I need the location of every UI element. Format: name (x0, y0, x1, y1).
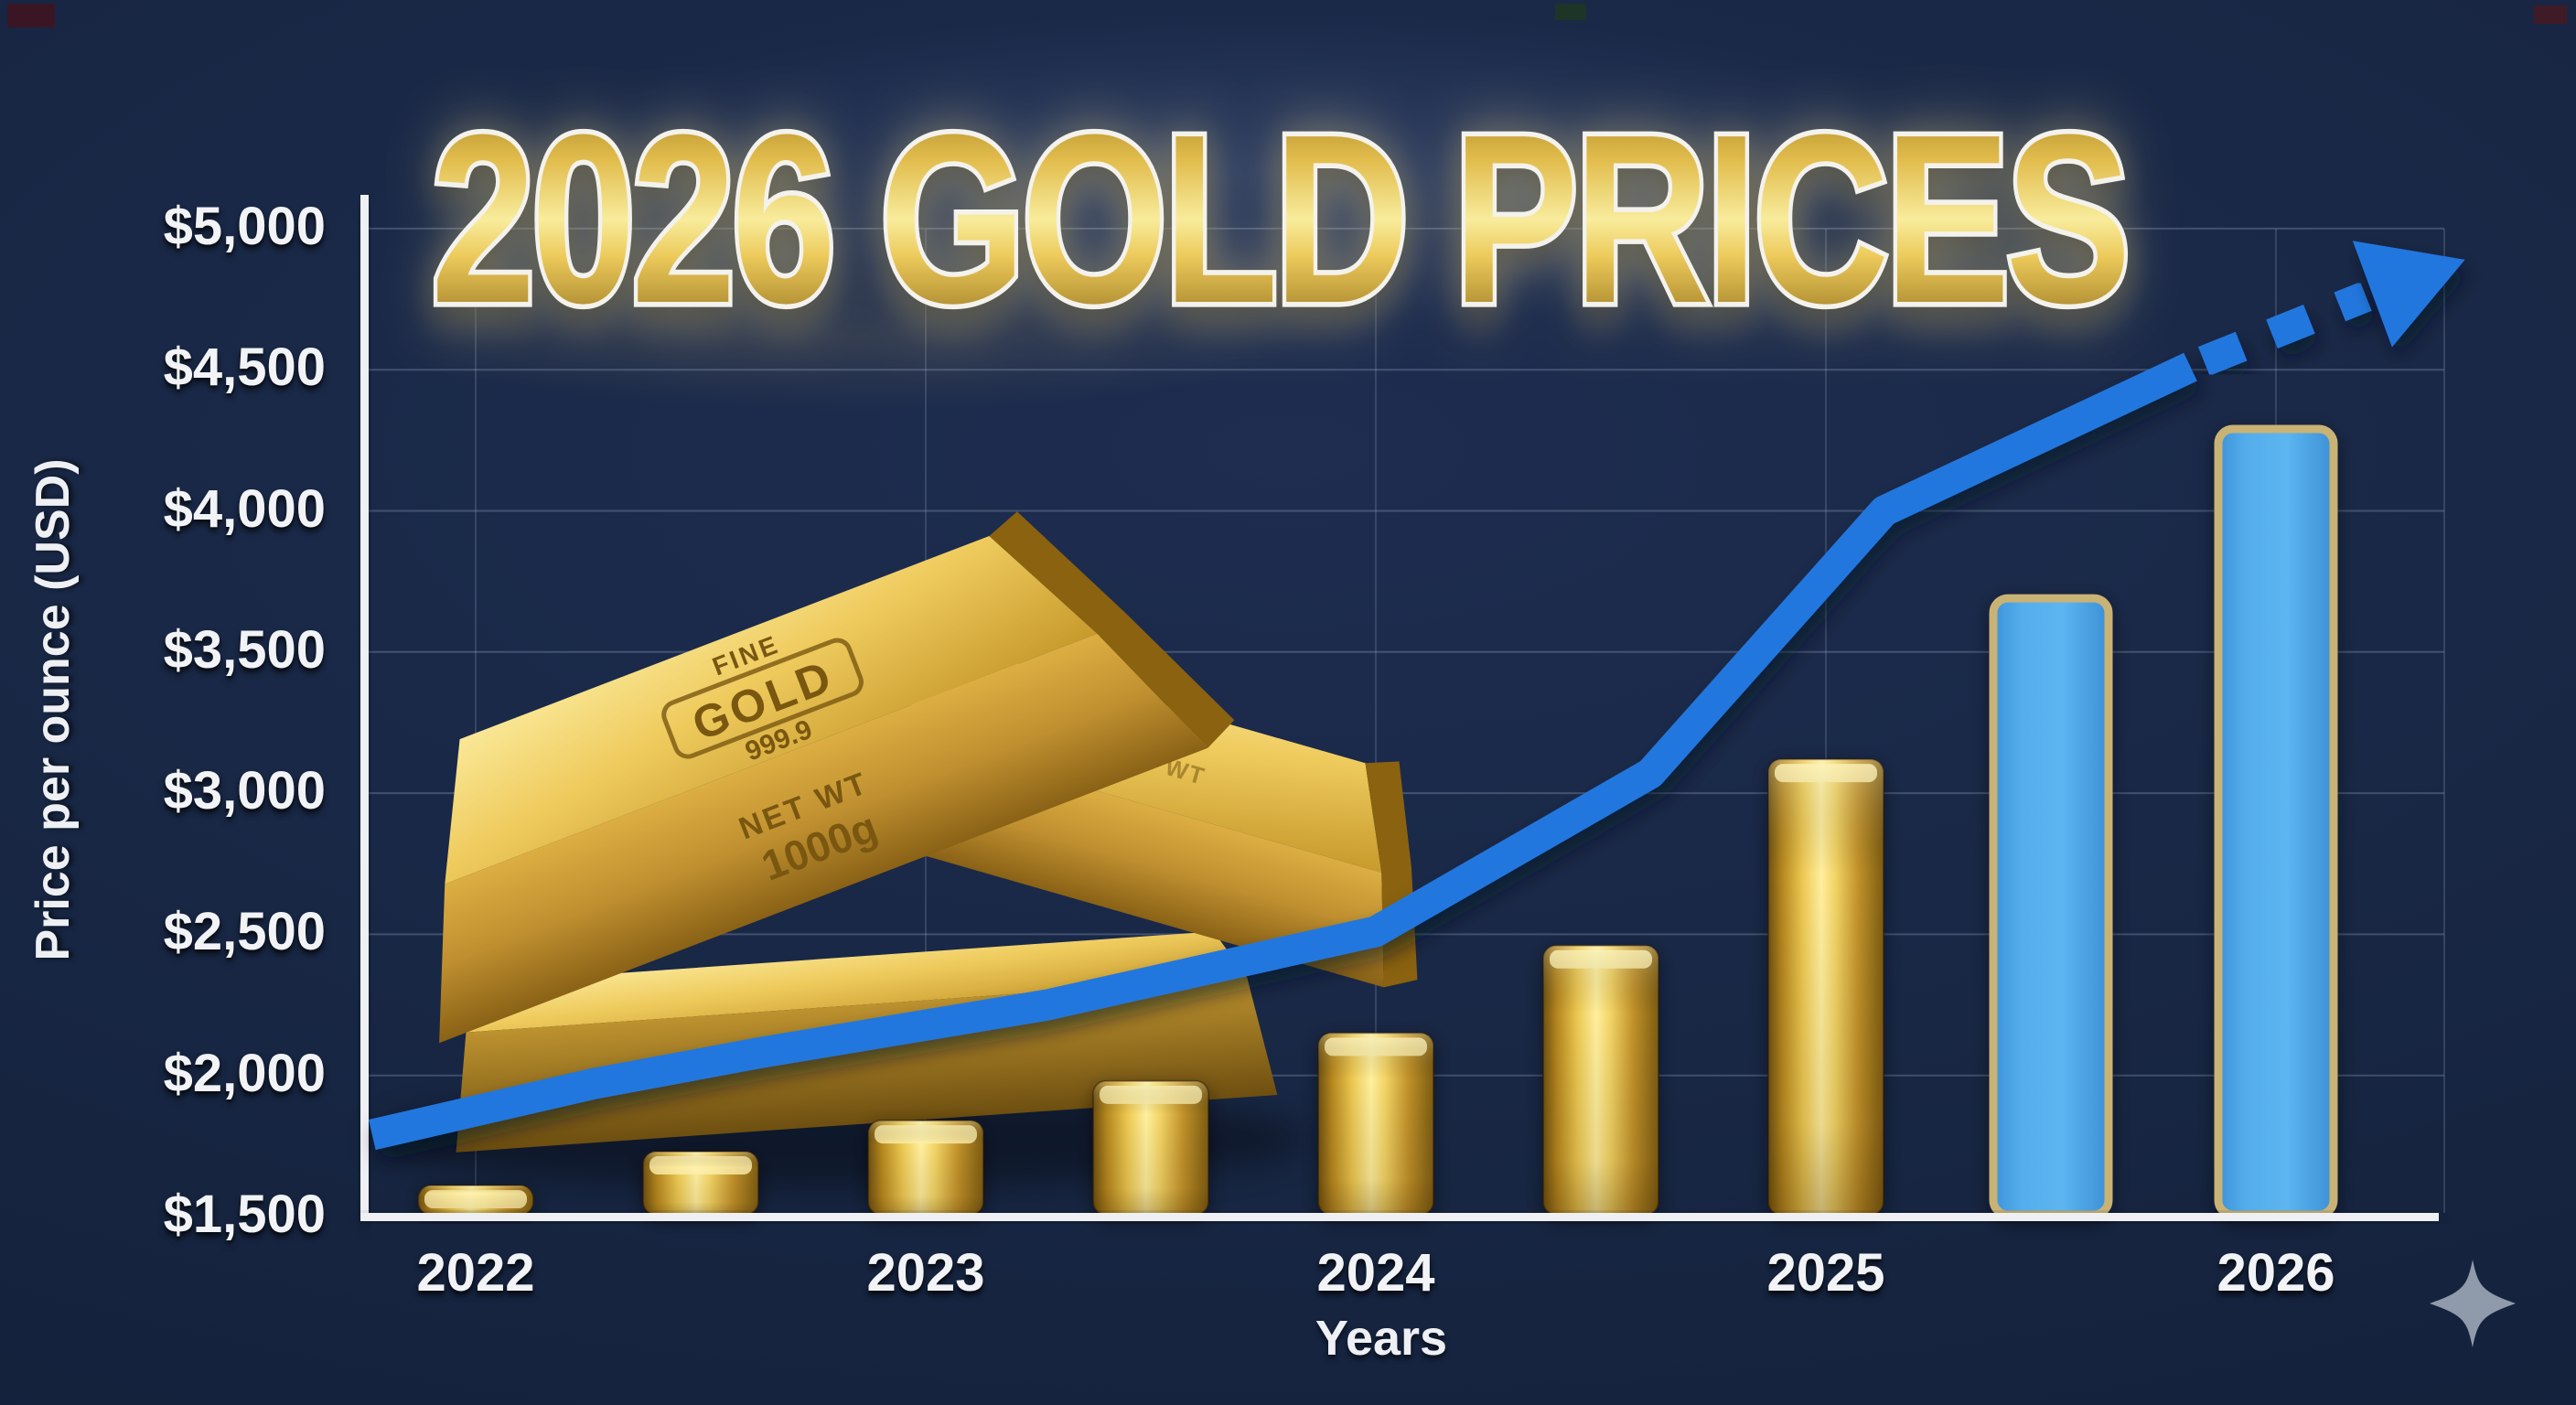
x-tick-label: 2024 (1316, 1243, 1435, 1303)
axes (360, 195, 2439, 1221)
corner-artifact (7, 4, 55, 27)
bar-2026 (2214, 424, 2338, 1219)
y-tick-label: $4,500 (163, 338, 326, 398)
bar-series (417, 424, 2338, 1219)
bar-2023.5 (1092, 1079, 1209, 1216)
title-banner: 2026 GOLD PRICES (426, 80, 2136, 359)
x-tick-label: 2026 (2216, 1243, 2335, 1303)
ingot-main: FINE GOLD 999.9 NET WT 1000g (439, 511, 1235, 1044)
sparkle-icon (2430, 1260, 2516, 1347)
bar-2025 (1767, 758, 1884, 1216)
x-axis-title: Years (1315, 1311, 1448, 1366)
x-axis-line (360, 1213, 2439, 1221)
y-tick-label: $2,000 (163, 1043, 326, 1103)
trend-dashed (2197, 282, 2372, 376)
trend-solid (369, 352, 2197, 1151)
x-tick-label: 2023 (866, 1243, 985, 1303)
corner-artifact (1555, 4, 1586, 20)
y-axis-title: Price per ounce (USD) (27, 458, 80, 961)
gold-bars-illustration: NET WT FINE GOLD 999.9 NET WT 1000g (375, 511, 1418, 1189)
y-tick-label: $3,000 (163, 761, 326, 821)
x-tick-label: 2022 (416, 1243, 535, 1303)
bar-2023 (867, 1120, 984, 1217)
y-tick-label: $3,500 (163, 619, 326, 680)
trend-arrowhead (2352, 241, 2465, 348)
page-title: 2026 GOLD PRICES (431, 85, 2127, 354)
y-axis-line (360, 195, 369, 1221)
bar-2025.5 (1989, 594, 2113, 1219)
y-tick-label: $4,000 (163, 478, 326, 539)
corner-artifact (2534, 5, 2567, 24)
bar-2024 (1317, 1032, 1434, 1217)
bar-2024.5 (1542, 944, 1659, 1217)
bar-2022 (417, 1185, 534, 1216)
x-tick-label: 2025 (1766, 1243, 1885, 1303)
trend-line (369, 241, 2465, 1151)
ingot-stamp-frame (661, 638, 864, 759)
y-tick-label: $5,000 (163, 196, 326, 256)
y-tick-label: $1,500 (163, 1185, 326, 1244)
ingot-bottom (456, 931, 1278, 1153)
bar-2022.5 (642, 1151, 759, 1216)
y-tick-label: $2,500 (163, 902, 326, 962)
